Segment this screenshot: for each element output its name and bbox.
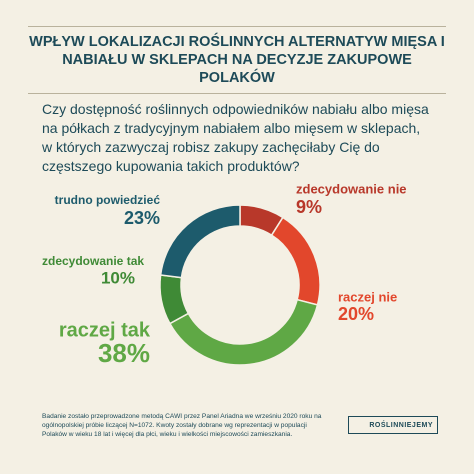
category-label: zdecydowanie tak (42, 254, 144, 268)
donut-slice (159, 204, 241, 279)
category-label: zdecydowanie nie (296, 181, 407, 196)
value-label: 9% (296, 197, 322, 217)
footer-note: Badanie zostało przeprowadzone metodą CA… (42, 413, 322, 438)
donut-slice (270, 216, 321, 306)
header-title: WPŁYW LOKALIZACJI ROŚLINNYCH ALTERNATYW … (28, 26, 446, 94)
category-label: raczej nie (338, 289, 397, 304)
category-label: trudno powiedzieć (55, 193, 161, 207)
category-label: raczej tak (59, 319, 151, 341)
value-label: 38% (98, 338, 150, 368)
value-label: 10% (101, 268, 135, 287)
brand: ROŚLINNIEJEMY (348, 416, 438, 434)
value-label: 20% (338, 304, 374, 324)
value-label: 23% (124, 208, 160, 228)
donut-slice (159, 274, 190, 325)
donut-slice (168, 298, 319, 366)
question: Czy dostępność roślinnych odpowiedników … (42, 101, 429, 174)
